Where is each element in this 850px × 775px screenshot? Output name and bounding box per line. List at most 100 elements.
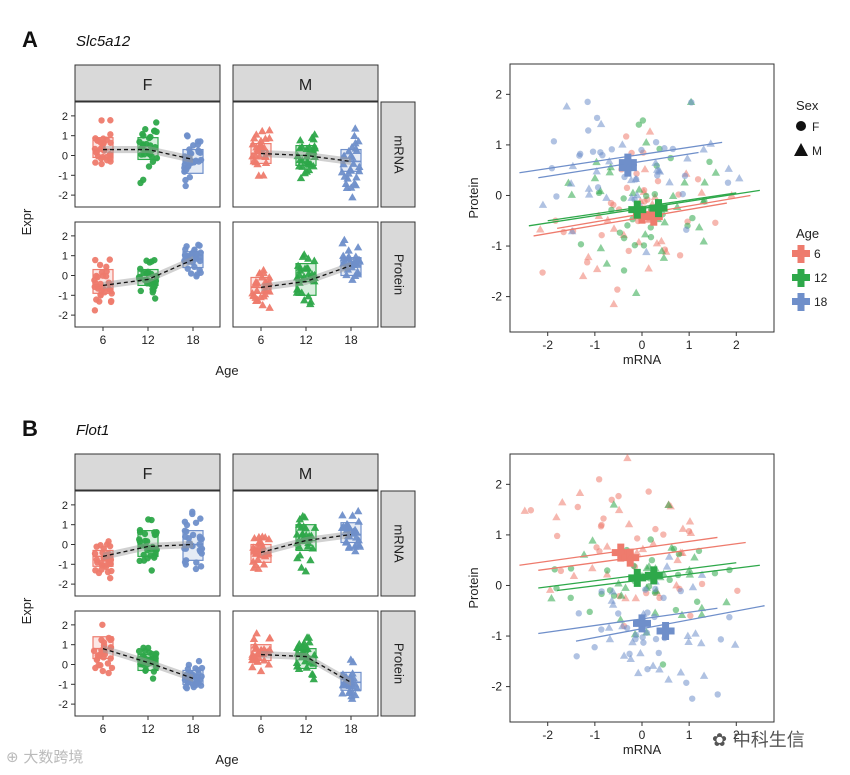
data-point [567, 594, 574, 602]
legend-age-swatch [796, 248, 806, 259]
data-point [552, 512, 561, 521]
x-tick-label: 0 [639, 338, 646, 352]
data-point [547, 594, 556, 602]
x-tick-label: 12 [141, 722, 155, 736]
data-point [584, 190, 594, 198]
data-point [294, 542, 304, 550]
x-tick-label: 0 [639, 728, 646, 742]
data-point [151, 531, 159, 539]
data-point [348, 511, 357, 519]
data-point [299, 638, 309, 647]
y-axis-label: Expr [19, 208, 34, 235]
data-point [617, 591, 626, 599]
data-point [569, 571, 579, 579]
data-point [106, 559, 113, 566]
data-point [633, 170, 640, 177]
centroid-marker [654, 203, 663, 212]
data-point [260, 143, 269, 151]
data-point [151, 256, 158, 264]
data-point [257, 543, 267, 552]
box-18 [182, 148, 204, 174]
data-point [107, 131, 114, 138]
data-point [248, 151, 257, 160]
data-point [681, 172, 689, 180]
data-point [591, 644, 598, 651]
data-point [351, 124, 360, 132]
data-point [676, 668, 686, 676]
data-point [624, 222, 631, 229]
data-point [586, 608, 593, 616]
data-point [347, 691, 356, 700]
data-point [342, 270, 351, 279]
data-point [652, 585, 659, 593]
data-point [685, 528, 693, 535]
data-point [597, 523, 605, 530]
data-point [253, 278, 262, 286]
data-point [665, 178, 674, 186]
data-point [296, 263, 305, 271]
data-point [706, 158, 713, 166]
data-point [668, 191, 678, 200]
data-point [148, 567, 155, 574]
data-point [251, 296, 261, 304]
box-6 [250, 644, 272, 662]
x-tick-label: 18 [344, 722, 358, 736]
fit-line-18 [538, 607, 718, 635]
data-point [609, 299, 618, 308]
fit-line-6 [538, 541, 746, 571]
data-point [647, 536, 654, 543]
data-point [101, 562, 109, 569]
data-point [354, 506, 363, 515]
data-point [252, 130, 261, 138]
data-point [693, 598, 701, 605]
data-point [735, 174, 744, 182]
data-point [265, 125, 274, 134]
data-point [553, 532, 561, 540]
data-point [520, 506, 529, 514]
x-tick-label: -2 [542, 728, 553, 742]
data-point [310, 523, 320, 531]
data-point [558, 497, 567, 506]
data-point [584, 98, 591, 106]
data-point [697, 570, 707, 578]
y-tick-label: 1 [62, 640, 68, 652]
data-point [652, 635, 660, 643]
data-point [100, 639, 108, 646]
facet-label-row: mRNA [392, 524, 407, 563]
data-point [577, 241, 585, 248]
watermark-right: ✿ 中科生信 [712, 726, 805, 752]
data-point [675, 550, 683, 558]
box-6 [92, 268, 114, 294]
data-point [261, 533, 270, 541]
data-point [351, 258, 360, 266]
data-point [252, 629, 261, 637]
box-6 [92, 636, 114, 660]
y-tick-label: -2 [58, 310, 68, 322]
facet-label-col: F [143, 466, 153, 483]
x-tick-label: 12 [299, 333, 313, 347]
data-point [622, 133, 630, 140]
data-point [183, 132, 191, 139]
data-point [614, 505, 624, 514]
data-point [247, 655, 257, 664]
watermark-left: ⊕ 大数跨境 [6, 746, 83, 767]
box-12 [137, 268, 159, 286]
x-tick-label: 1 [686, 728, 693, 742]
data-point [183, 243, 190, 250]
data-point [348, 275, 357, 283]
data-point [683, 679, 690, 686]
data-point [598, 231, 605, 239]
data-point [308, 544, 317, 552]
data-point [695, 222, 704, 231]
data-point [639, 634, 646, 641]
data-point [92, 256, 99, 264]
data-point [182, 545, 190, 552]
data-point [642, 586, 649, 593]
data-point [93, 296, 100, 303]
data-point [340, 151, 349, 160]
box-12 [137, 530, 159, 557]
data-point [595, 476, 603, 483]
data-point [665, 552, 674, 560]
trend-line [102, 543, 194, 558]
data-point [148, 153, 155, 160]
